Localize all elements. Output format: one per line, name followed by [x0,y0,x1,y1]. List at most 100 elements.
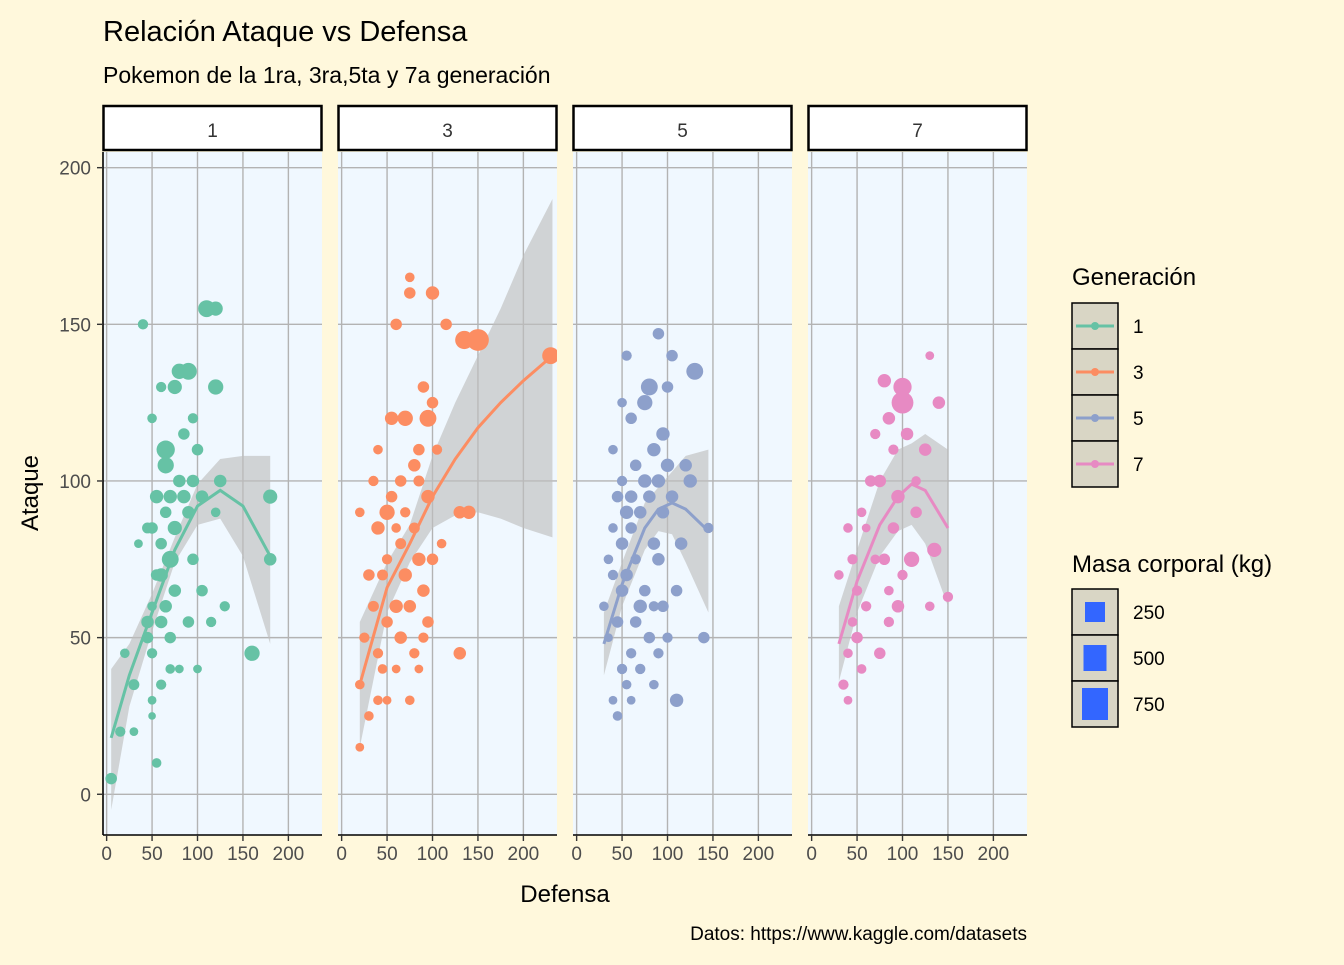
panel-plot-area [355,198,557,752]
data-point [649,679,659,690]
strip-label: 5 [677,121,688,142]
panel-1: 1 0 50 100 150 200 0 50 100 150 200 [59,104,323,865]
legend-label: 5 [1133,409,1144,430]
data-point [643,490,656,503]
data-point [379,504,395,520]
data-point [364,711,374,721]
data-point [843,523,853,533]
data-point [404,272,415,283]
data-point [426,553,439,566]
panel-plot-area [105,300,278,810]
data-point [159,600,172,613]
data-point [134,539,143,549]
y-axis-title: Ataque [17,455,44,531]
data-point [381,554,393,565]
data-point [877,374,892,388]
data-point [156,381,167,393]
data-point [142,522,153,534]
data-point [196,584,208,597]
data-point [652,327,665,340]
data-point [391,523,401,533]
legend-color: Generación 1 3 5 7 [1071,264,1196,488]
data-point [157,457,174,474]
data-point [884,585,894,596]
x-tick-label: 200 [508,844,540,865]
data-point [888,444,899,455]
data-point [679,459,692,472]
data-point [385,490,398,503]
data-point [900,427,914,441]
data-point [621,679,632,690]
data-point [151,758,162,768]
caption: Datos: https://www.kaggle.com/datasets [690,924,1027,945]
x-tick-label: 100 [887,844,919,865]
data-point [635,663,646,675]
data-point [856,507,867,518]
data-point [431,444,443,455]
data-point [149,489,164,504]
data-point [384,411,399,426]
data-point [639,584,651,597]
data-point [891,391,914,414]
data-point [414,664,424,674]
data-point [219,601,230,612]
data-point [355,507,365,518]
data-point [927,542,942,557]
legend-dot [1091,322,1099,330]
y-tick-label: 200 [59,159,91,180]
x-tick-label: 50 [142,844,163,865]
data-point [686,362,704,380]
data-point [382,695,392,705]
data-point [660,458,675,473]
data-point [856,664,867,674]
y-tick-label: 150 [59,315,91,336]
y-tick-label: 50 [70,629,91,650]
data-point [165,664,176,674]
data-point [404,695,415,706]
data-point [395,538,407,550]
x-tick-label: 50 [847,844,868,865]
panel-5: 50 50 100 150 200 [571,104,793,865]
data-point [397,410,413,426]
data-point [129,727,139,736]
data-point [608,695,618,705]
data-point [612,711,623,721]
data-point [400,507,411,518]
data-point [156,679,167,690]
data-point [417,584,430,597]
data-point [878,553,891,566]
data-point [425,286,440,300]
data-point [661,381,674,393]
data-point [394,631,407,644]
data-point [887,522,900,534]
data-point [838,679,849,690]
data-point [903,551,920,567]
x-tick-label: 100 [182,844,214,865]
x-tick-label: 200 [273,844,305,865]
data-point [657,600,669,613]
data-point [147,695,157,705]
strip-label: 3 [442,121,453,142]
data-point [426,396,439,409]
legend-size-swatch [1085,602,1105,622]
data-point [178,428,190,440]
data-point [174,664,184,674]
data-point [462,505,476,519]
legend-dot [1091,460,1099,468]
data-point [159,506,172,519]
panel-plot-area [834,351,954,705]
data-point [167,379,182,395]
data-point [864,475,877,487]
x-tick-label: 200 [743,844,775,865]
data-point [377,664,388,674]
data-point [409,648,420,659]
x-tick-label: 150 [932,844,964,865]
data-point [355,679,365,690]
data-point [359,632,370,643]
data-point [186,474,200,488]
data-point [391,664,401,674]
data-point [674,537,688,550]
data-point [870,554,881,565]
